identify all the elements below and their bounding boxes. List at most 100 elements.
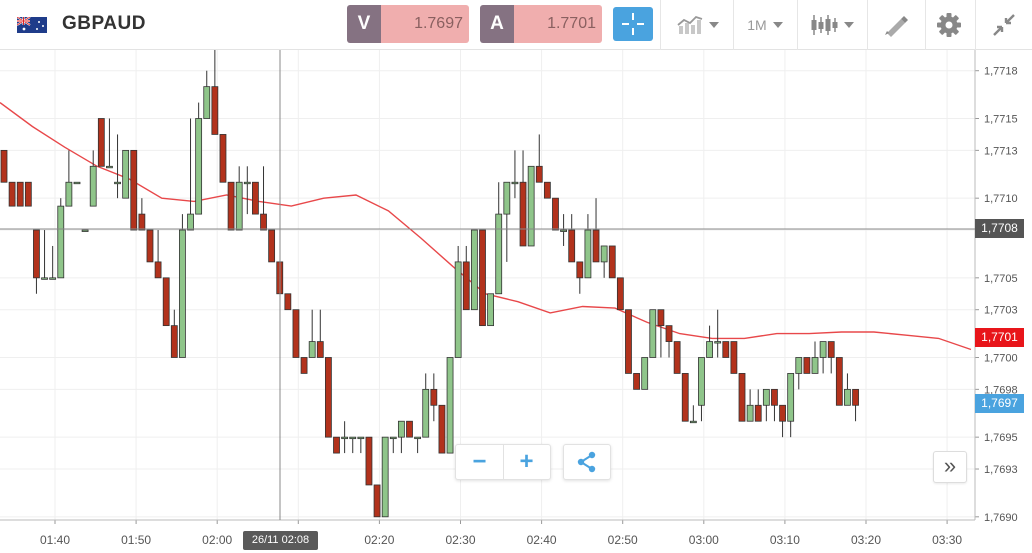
- sell-price-button[interactable]: V 1.7697: [347, 5, 469, 43]
- x-tick-label: 02:50: [608, 533, 638, 547]
- indicators-button[interactable]: [668, 5, 728, 45]
- candle: [608, 245, 616, 279]
- zoom-out-button[interactable]: −: [457, 445, 504, 479]
- candle: [89, 150, 97, 207]
- zoom-controls: − +: [455, 444, 551, 480]
- candle: [284, 293, 292, 311]
- separator: [797, 0, 798, 50]
- crosshair: [0, 50, 975, 520]
- y-tick-label: 1,7695: [984, 432, 1018, 444]
- bid-price-tag: 1,7697: [975, 394, 1024, 413]
- candle: [187, 118, 194, 231]
- y-tick-label: 1,7690: [984, 512, 1018, 524]
- settings-button[interactable]: [928, 5, 970, 45]
- candle: [722, 341, 730, 358]
- candle: [552, 197, 559, 231]
- candle: [308, 309, 316, 358]
- candle: [470, 229, 478, 311]
- crosshair-time-label: 26/11 02:08: [243, 531, 318, 550]
- candle: [324, 357, 332, 438]
- candle: [479, 229, 486, 327]
- buy-price-button[interactable]: A 1.7701: [480, 5, 602, 43]
- candle: [57, 198, 65, 279]
- crosshair-price-tag: 1,7708: [975, 219, 1024, 238]
- y-tick-label: 1,7710: [984, 193, 1018, 205]
- candle: [584, 214, 592, 279]
- candle: [268, 229, 276, 263]
- candle: [73, 181, 81, 185]
- scroll-to-latest-button[interactable]: »: [933, 451, 967, 483]
- x-tick-label: 03:30: [932, 533, 962, 547]
- separator: [867, 0, 868, 50]
- candle: [487, 293, 495, 327]
- candle: [195, 102, 203, 215]
- candle: [771, 388, 778, 422]
- x-tick-label: 03:20: [851, 533, 881, 547]
- zoom-in-button[interactable]: +: [519, 448, 534, 475]
- candle: [673, 341, 681, 374]
- candle: [446, 357, 454, 454]
- chevron-down-icon: [709, 22, 719, 28]
- candle: [819, 341, 827, 374]
- separator: [975, 0, 976, 50]
- gear-icon: [937, 13, 961, 37]
- candle: [795, 357, 803, 390]
- candle: [649, 309, 657, 358]
- x-tick-label: 03:00: [689, 533, 719, 547]
- separator: [733, 0, 734, 50]
- candle: [600, 245, 608, 278]
- ask-price-tag: 1,7701: [975, 328, 1024, 347]
- candle: [81, 229, 89, 232]
- share-icon: [577, 451, 596, 473]
- crosshair-button[interactable]: [613, 7, 653, 41]
- chart-type-button[interactable]: [802, 5, 862, 45]
- candle: [349, 436, 357, 454]
- collapse-icon: [993, 14, 1015, 36]
- candle: [535, 134, 543, 183]
- candle: [568, 214, 576, 263]
- candle: [503, 181, 511, 262]
- candle: [422, 373, 430, 438]
- crosshair-icon: [622, 13, 644, 35]
- drawing-tools-button[interactable]: [872, 5, 920, 45]
- candle: [365, 436, 373, 486]
- candle: [787, 373, 795, 438]
- symbol-title: GBPAUD: [62, 13, 146, 34]
- candle: [657, 309, 665, 358]
- chevron-down-icon: [772, 22, 783, 28]
- candle: [381, 436, 389, 518]
- candle: [762, 388, 770, 422]
- chart-toolbar: GBPAUD V 1.7697 A 1.7701 1M: [0, 0, 1032, 50]
- timeframe-button[interactable]: 1M: [738, 5, 792, 45]
- candle: [592, 198, 600, 263]
- x-tick-label: 01:40: [40, 533, 70, 547]
- candle: [389, 436, 397, 454]
- candle: [625, 309, 632, 374]
- candle: [170, 309, 178, 358]
- candle: [754, 389, 762, 422]
- candle: [154, 230, 162, 279]
- candle: [341, 421, 349, 454]
- candlesticks: [0, 50, 859, 518]
- candle: [414, 436, 422, 454]
- y-tick-label: 1,7705: [984, 273, 1018, 285]
- candle: [430, 373, 438, 422]
- candle: [827, 341, 835, 374]
- x-tick-label: 03:10: [770, 533, 800, 547]
- buy-price-value: 1.7701: [514, 5, 602, 43]
- candle: [665, 325, 673, 358]
- collapse-button[interactable]: [982, 5, 1026, 45]
- candle: [227, 181, 235, 231]
- sell-letter: V: [347, 5, 381, 43]
- candle: [243, 166, 251, 215]
- candle: [24, 181, 32, 207]
- candle: [844, 373, 851, 406]
- price-chart[interactable]: 1,7718 1,7715 1,7713 1,7710 1,7708 1,7705 1,77…: [0, 50, 1032, 553]
- x-tick-label: 02:20: [364, 533, 394, 547]
- candle: [300, 357, 308, 374]
- candle: [0, 149, 8, 183]
- share-button[interactable]: [563, 444, 611, 480]
- candle: [511, 150, 519, 199]
- candle: [252, 181, 259, 215]
- candle: [292, 309, 300, 358]
